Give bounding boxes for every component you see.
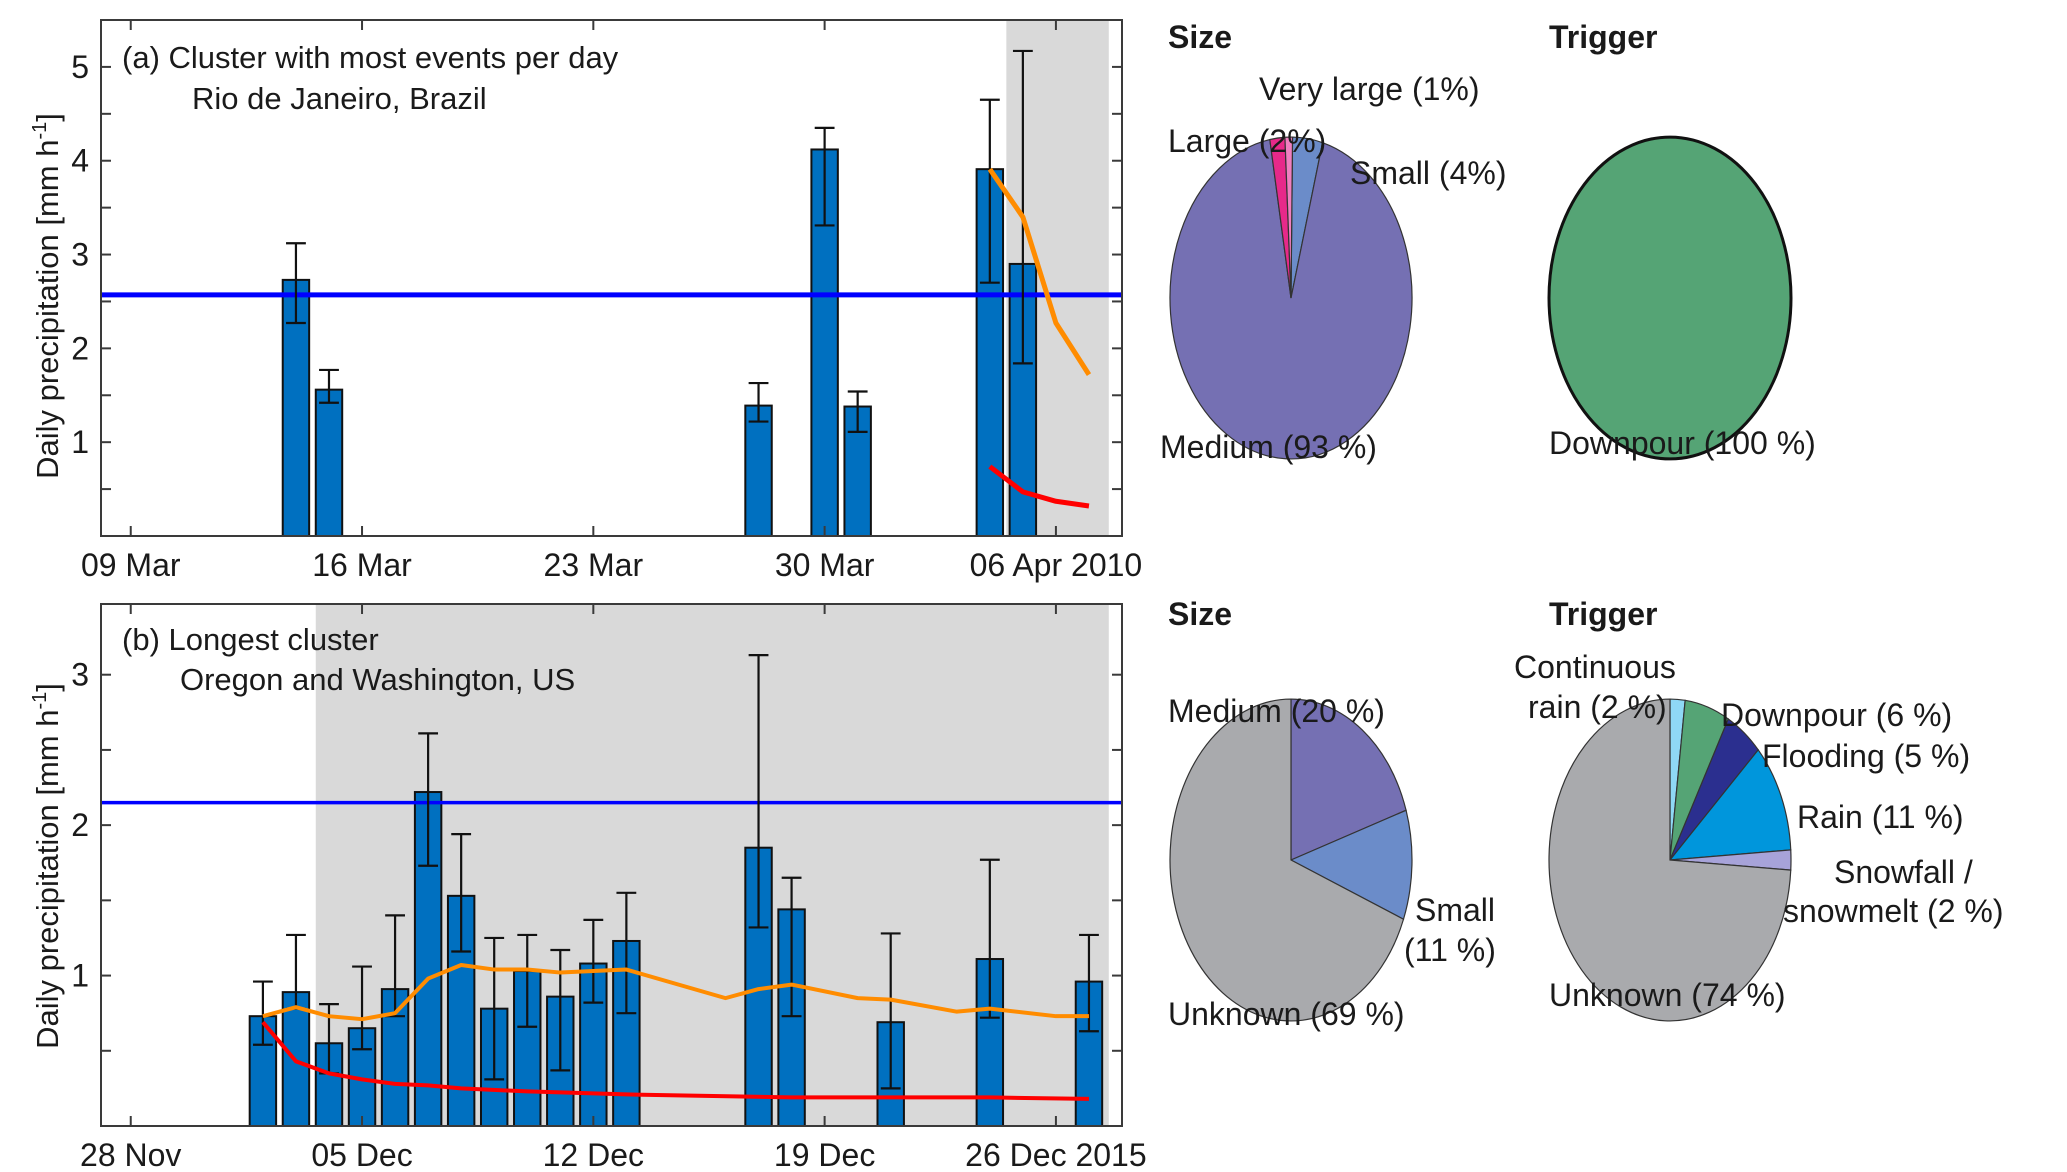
error-bar [484,936,505,1081]
pie-label-medium: Medium (93 %) [1160,429,1377,465]
pie-slice [1668,748,1792,861]
svg-text:Daily precipitation [mm h-1]: Daily precipitation [mm h-1] [29,683,65,1049]
x-tick-label: 09 Mar [81,547,181,583]
x-tick-label: 12 Dec [543,1137,644,1172]
pie-label-flooding: Flooding (5 %) [1762,738,1970,774]
panel-b-title-line1: (b) Longest cluster [122,622,379,657]
pie-slice [1290,698,1407,861]
ylabel-sup: -1 [29,692,51,710]
y-tick-label: 2 [71,330,89,366]
pie-label-small: Small [1415,892,1495,928]
x-tick-label: 05 Dec [311,1137,412,1172]
pie-b-trigger-chart [1548,698,1792,1022]
error-bar [517,933,538,1028]
error-bar [979,858,1000,1019]
pie-a-trigger-chart [1547,135,1793,461]
x-tick-label: 28 Nov [80,1137,181,1172]
y-tick-label: 5 [71,49,89,85]
pie-label-small-pct: (11 %) [1404,932,1496,968]
orange-curve [262,963,1089,1022]
pie-label-snowfall-pct: snowmelt (2 %) [1783,893,2004,929]
y-tick-label: 3 [71,657,89,693]
y-tick-label: 2 [71,807,89,843]
pie-b-size-title: Size [1168,596,1232,632]
svg-text:Daily precipitation [mm h-1]: Daily precipitation [mm h-1] [29,113,65,479]
x-tick-label: 16 Mar [312,547,412,583]
x-tick-label: 23 Mar [544,547,644,583]
error-bar [616,891,637,1015]
pie-label-snowfall: Snowfall / [1834,854,1973,890]
pie-a-trigger-title: Trigger [1549,19,1657,55]
panel-a-title-line1: (a) Cluster with most events per day [122,40,619,75]
pie-label-downpour: Downpour (100 %) [1549,425,1816,461]
ylabel-text: Daily precipitation [mm h [30,710,65,1049]
pie-label-continuous: Continuous [1514,649,1676,685]
error-bar [979,98,1000,284]
pie-slice [1169,698,1405,1022]
error-bar [286,242,306,325]
x-tick-label: 19 Dec [774,1137,875,1172]
pie-label-medium: Medium (20 %) [1168,693,1385,729]
error-bar [583,918,604,1004]
ylabel-close: ] [30,113,65,122]
ylabel-close: ] [30,683,65,692]
panel-a-ylabel: Daily precipitation [mm h-1] [29,113,65,479]
bar [314,388,344,538]
panel-b-chart: 1 2 3 28 Nov 05 Dec 12 Dec 19 Dec 26 Dec 2015 [71,603,1147,1172]
error-bar [319,368,339,404]
error-bar [748,654,769,929]
error-bar [748,381,769,423]
panel-b-title-line2: Oregon and Washington, US [180,662,575,697]
error-bar [352,965,372,1051]
error-bar [1012,49,1033,365]
axes-frame [100,603,1123,1127]
x-tick-label: 26 Dec 2015 [965,1137,1146,1172]
panel-a-chart: 1 2 3 4 5 09 Mar 16 Mar 23 Mar 30 Mar 06 Apr 2010 [71,19,1143,583]
bar [744,404,773,537]
ylabel-sup: -1 [29,122,51,140]
error-bar [418,732,439,867]
ylabel-text: Daily precipitation [mm h [30,140,65,479]
error-bar [781,876,802,1018]
pie-slice [1289,809,1413,921]
pie-slice [1548,698,1792,1022]
pie-b-trigger-title: Trigger [1549,596,1657,632]
error-bar [880,932,901,1090]
pie-label-very-large: Very large (1%) [1259,71,1480,107]
x-tick-label: 30 Mar [775,547,875,583]
y-tick-label: 3 [71,237,89,273]
pie-slice [1169,138,1413,460]
pie-a-size-title: Size [1168,19,1232,55]
orange-curve [987,167,1092,376]
error-bar [252,980,273,1046]
pie-slice [1547,135,1793,461]
pie-a-size-chart [1169,136,1413,460]
error-bar [847,390,868,433]
pie-label-downpour: Downpour (6 %) [1721,697,1952,733]
error-bar [814,126,835,227]
pie-b-size-chart [1169,698,1413,1022]
axes-frame [100,19,1123,537]
pie-label-small: Small (4%) [1350,155,1506,191]
pie-label-unknown: Unknown (69 %) [1168,996,1405,1032]
panel-a-title-line2: Rio de Janeiro, Brazil [192,81,487,116]
pie-label-continuous-pct: rain (2 %) [1528,689,1667,725]
panel-b-ylabel: Daily precipitation [mm h-1] [29,683,65,1049]
error-bar [1079,933,1099,1033]
y-tick-label: 1 [71,424,89,460]
pie-label-unknown: Unknown (74 %) [1549,977,1786,1013]
y-tick-label: 1 [71,958,89,994]
red-curve [261,1020,1089,1101]
error-bar [550,948,571,1072]
pie-label-large: Large (2%) [1168,123,1326,159]
y-tick-label: 4 [71,143,89,179]
error-bar [451,833,472,953]
x-tick-label: 06 Apr 2010 [970,547,1143,583]
pie-slice [1284,136,1294,299]
pie-label-rain: Rain (11 %) [1797,799,1964,835]
red-curve [988,464,1090,509]
